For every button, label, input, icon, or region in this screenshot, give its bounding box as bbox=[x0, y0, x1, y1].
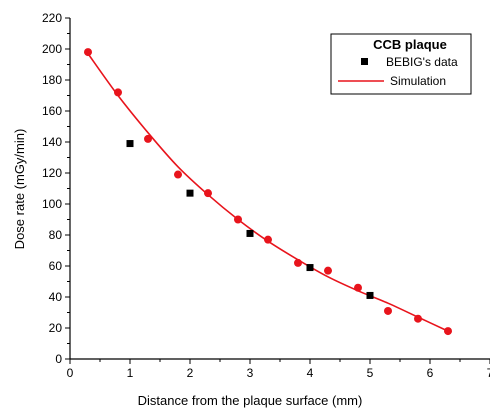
bebig-data-point bbox=[126, 140, 134, 148]
simulation-data-point bbox=[234, 215, 242, 224]
y-tick-label: 80 bbox=[49, 228, 63, 242]
y-tick-label: 0 bbox=[55, 352, 62, 366]
simulation-data-point bbox=[204, 189, 212, 198]
y-tick-label: 180 bbox=[42, 73, 62, 87]
x-tick-label: 3 bbox=[247, 366, 254, 380]
legend-entry-bebig: BEBIG's data bbox=[386, 55, 458, 69]
simulation-data-point bbox=[114, 88, 122, 97]
x-tick-label: 6 bbox=[427, 366, 434, 380]
x-tick-label: 2 bbox=[187, 366, 194, 380]
legend-marker-bebig bbox=[361, 58, 368, 65]
y-axis-label: Dose rate (mGy/min) bbox=[12, 129, 27, 250]
simulation-data-point bbox=[384, 306, 392, 315]
y-tick-label: 160 bbox=[42, 104, 62, 118]
legend-title: CCB plaque bbox=[373, 37, 447, 52]
y-tick-label: 40 bbox=[49, 290, 63, 304]
simulation-data-point bbox=[324, 266, 332, 275]
y-tick-label: 100 bbox=[42, 197, 62, 211]
bebig-data-point bbox=[366, 291, 374, 299]
bebig-data-point bbox=[306, 264, 314, 272]
simulation-data-point bbox=[84, 48, 92, 57]
simulation-data-point bbox=[294, 258, 302, 267]
x-axis-ticks: 0 1 2 3 4 5 6 7 bbox=[67, 359, 490, 380]
y-axis-ticks: 0 20 40 60 80 100 120 140 160 180 200 220 bbox=[42, 11, 70, 366]
y-tick-label: 220 bbox=[42, 11, 62, 25]
bebig-data-point bbox=[186, 189, 194, 197]
simulation-fit-line bbox=[87, 53, 449, 332]
data-points bbox=[84, 48, 452, 336]
y-tick-label: 140 bbox=[42, 135, 62, 149]
y-tick-label: 20 bbox=[49, 321, 63, 335]
x-tick-label: 4 bbox=[307, 366, 314, 380]
simulation-data-point bbox=[414, 314, 422, 323]
y-tick-label: 200 bbox=[42, 42, 62, 56]
bebig-data-point bbox=[246, 229, 254, 237]
y-tick-label: 120 bbox=[42, 166, 62, 180]
simulation-data-point bbox=[264, 235, 272, 244]
x-tick-label: 5 bbox=[367, 366, 374, 380]
x-axis-label: Distance from the plaque surface (mm) bbox=[138, 393, 363, 408]
simulation-data-point bbox=[354, 283, 362, 292]
legend-entry-simulation: Simulation bbox=[390, 74, 446, 88]
x-tick-label: 1 bbox=[127, 366, 134, 380]
legend-box bbox=[330, 33, 472, 95]
y-tick-label: 60 bbox=[49, 259, 63, 273]
x-tick-label: 7 bbox=[487, 366, 490, 380]
simulation-data-point bbox=[144, 134, 152, 143]
simulation-data-point bbox=[174, 170, 182, 179]
x-tick-label: 0 bbox=[67, 366, 74, 380]
simulation-curve-group bbox=[87, 53, 449, 332]
legend: CCB plaque BEBIG's data Simulation bbox=[330, 33, 472, 95]
simulation-data-point bbox=[444, 327, 452, 336]
